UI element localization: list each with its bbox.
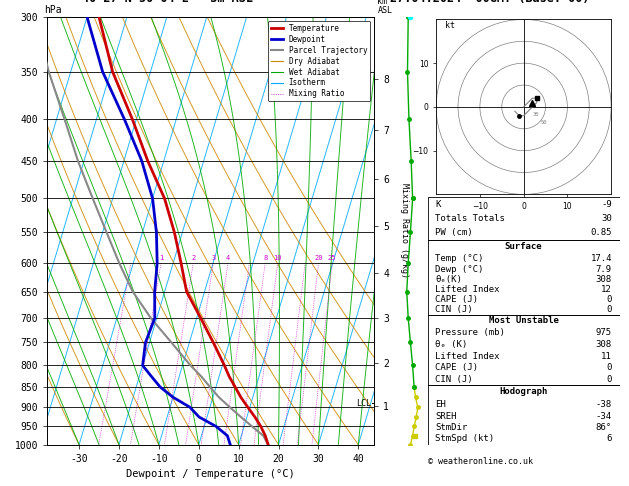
Text: 1: 1 bbox=[159, 255, 163, 261]
Text: 0: 0 bbox=[606, 295, 612, 304]
Text: 308: 308 bbox=[596, 340, 612, 349]
Text: EH: EH bbox=[435, 400, 446, 409]
Text: CIN (J): CIN (J) bbox=[435, 375, 473, 384]
Text: Pressure (mb): Pressure (mb) bbox=[435, 328, 505, 337]
Text: 7.9: 7.9 bbox=[596, 264, 612, 274]
Text: km
ASL: km ASL bbox=[377, 0, 392, 15]
Text: -9: -9 bbox=[601, 200, 612, 208]
Text: StmSpd (kt): StmSpd (kt) bbox=[435, 434, 494, 443]
Text: 10: 10 bbox=[274, 255, 282, 261]
Text: 50: 50 bbox=[541, 121, 548, 125]
Text: 308: 308 bbox=[596, 275, 612, 284]
Text: 25: 25 bbox=[328, 255, 337, 261]
Text: 6: 6 bbox=[606, 434, 612, 443]
Text: CAPE (J): CAPE (J) bbox=[435, 295, 479, 304]
Text: -38: -38 bbox=[596, 400, 612, 409]
Text: Totals Totals: Totals Totals bbox=[435, 214, 505, 223]
Text: hPa: hPa bbox=[44, 4, 62, 15]
Text: 0: 0 bbox=[606, 305, 612, 314]
Text: -34: -34 bbox=[596, 412, 612, 420]
Legend: Temperature, Dewpoint, Parcel Trajectory, Dry Adiabat, Wet Adiabat, Isotherm, Mi: Temperature, Dewpoint, Parcel Trajectory… bbox=[268, 21, 370, 102]
Text: K: K bbox=[435, 200, 441, 208]
Text: 86°: 86° bbox=[596, 423, 612, 432]
Text: LCL: LCL bbox=[357, 399, 372, 408]
Text: Temp (°C): Temp (°C) bbox=[435, 254, 484, 263]
Text: 0.85: 0.85 bbox=[591, 228, 612, 238]
Text: 3: 3 bbox=[211, 255, 215, 261]
Text: CAPE (J): CAPE (J) bbox=[435, 363, 479, 372]
Text: SREH: SREH bbox=[435, 412, 457, 420]
Text: Surface: Surface bbox=[505, 242, 542, 251]
Text: 8: 8 bbox=[263, 255, 267, 261]
Text: 2: 2 bbox=[191, 255, 196, 261]
Text: Most Unstable: Most Unstable bbox=[489, 315, 559, 325]
Text: 40°27'N 50°04'E  -3m ASL: 40°27'N 50°04'E -3m ASL bbox=[82, 0, 253, 5]
Text: 17.4: 17.4 bbox=[591, 254, 612, 263]
Text: © weatheronline.co.uk: © weatheronline.co.uk bbox=[428, 457, 533, 466]
Text: 0: 0 bbox=[606, 363, 612, 372]
X-axis label: Dewpoint / Temperature (°C): Dewpoint / Temperature (°C) bbox=[126, 469, 295, 479]
Text: 0: 0 bbox=[606, 375, 612, 384]
Text: Lifted Index: Lifted Index bbox=[435, 351, 500, 361]
Text: Dewp (°C): Dewp (°C) bbox=[435, 264, 484, 274]
Text: 20: 20 bbox=[314, 255, 323, 261]
Text: 12: 12 bbox=[601, 285, 612, 294]
Text: θₑ (K): θₑ (K) bbox=[435, 340, 467, 349]
Text: CIN (J): CIN (J) bbox=[435, 305, 473, 314]
Text: kt: kt bbox=[445, 21, 455, 30]
Y-axis label: Mixing Ratio (g/kg): Mixing Ratio (g/kg) bbox=[399, 183, 409, 278]
Text: Hodograph: Hodograph bbox=[499, 387, 548, 396]
Text: θₑ(K): θₑ(K) bbox=[435, 275, 462, 284]
Text: 27.04.2024  00GMT (Base: 00): 27.04.2024 00GMT (Base: 00) bbox=[390, 0, 589, 5]
Text: 4: 4 bbox=[226, 255, 230, 261]
Text: StmDir: StmDir bbox=[435, 423, 467, 432]
Text: 30: 30 bbox=[532, 112, 539, 117]
Text: 11: 11 bbox=[601, 351, 612, 361]
Text: Lifted Index: Lifted Index bbox=[435, 285, 500, 294]
Text: 30: 30 bbox=[601, 214, 612, 223]
Text: 975: 975 bbox=[596, 328, 612, 337]
Text: PW (cm): PW (cm) bbox=[435, 228, 473, 238]
